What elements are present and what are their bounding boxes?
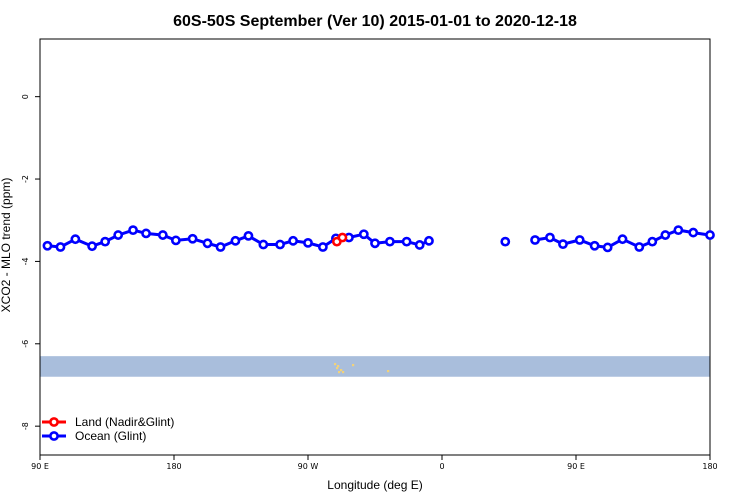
y-tick-label: -4 (21, 257, 30, 265)
ocean-data-point (384, 236, 395, 247)
x-tick-label: 90 W (298, 462, 319, 471)
y-tick-label: -8 (21, 422, 30, 430)
land-speck (342, 371, 345, 374)
ocean-data-point (215, 242, 226, 252)
ocean-data-point (303, 237, 313, 248)
ocean-data-point (602, 242, 613, 253)
ocean-data-point (70, 234, 81, 245)
land-speck (340, 369, 343, 372)
ocean-data-point (170, 235, 181, 246)
ocean-data-point (660, 230, 671, 240)
ocean-data-point (288, 235, 299, 246)
ocean-data-point (243, 230, 254, 241)
legend-ocean-marker (49, 431, 59, 441)
plot-layer: 90 E 180 90 W 0 90 E 180 0 -2 -4 -6 -8 (21, 38, 718, 471)
ocean-data-point (401, 236, 412, 247)
x-axis-label: Longitude (deg E) (327, 478, 422, 492)
y-tick-label: -2 (21, 175, 30, 183)
ocean-data-point (141, 228, 151, 239)
ocean-data-point (688, 227, 699, 238)
ocean-data-point (500, 236, 511, 247)
legend-ocean-label: Ocean (Glint) (75, 429, 146, 443)
ocean-series-line (47, 228, 430, 249)
ocean-data-point (128, 225, 138, 236)
y-tick-label: 0 (21, 94, 30, 99)
plot-frame (39, 38, 711, 456)
ocean-data-point (574, 235, 585, 245)
legend-land-marker (49, 417, 59, 427)
ocean-data-point (673, 225, 684, 236)
x-tick-label: 180 (702, 462, 717, 471)
land-speck (352, 364, 355, 367)
x-tick-label: 180 (166, 462, 181, 471)
ocean-data-point (87, 241, 98, 252)
ocean-data-point (617, 234, 628, 245)
ocean-data-point (275, 239, 285, 250)
ocean-data-point (370, 238, 380, 249)
ocean-data-point (545, 232, 555, 243)
chart-title: 60S-50S September (Ver 10) 2015-01-01 to… (173, 13, 577, 30)
ocean-data-point (647, 236, 658, 247)
ocean-data-point (358, 229, 369, 240)
x-tick-label: 0 (439, 462, 444, 471)
legend-land-label: Land (Nadir&Glint) (75, 415, 174, 429)
ocean-data-point (317, 242, 328, 252)
map-background-band (40, 356, 710, 377)
y-tick-label: -6 (21, 340, 30, 348)
ocean-data-point (634, 242, 645, 252)
legend: Land (Nadir&Glint)Ocean (Glint) (42, 415, 174, 443)
ocean-data-point (424, 235, 434, 246)
ocean-data-point (113, 230, 124, 240)
ocean-data-point (55, 242, 66, 252)
land-data-point (337, 232, 348, 243)
ocean-data-point (42, 240, 53, 251)
land-speck (337, 365, 340, 368)
ocean-data-point (558, 239, 568, 250)
ocean-data-point (530, 235, 540, 245)
ocean-data-point (157, 230, 168, 240)
ocean-data-point (230, 235, 241, 246)
ocean-data-point (705, 230, 715, 240)
ocean-data-point (258, 239, 269, 250)
x-tick-label: 90 E (567, 462, 585, 471)
land-speck (334, 363, 337, 366)
ocean-data-point (100, 236, 111, 247)
land-speck (387, 370, 390, 373)
y-axis-label: XCO2 - MLO trend (ppm) (0, 178, 13, 313)
land-speck (338, 371, 341, 374)
x-tick-label: 90 E (31, 462, 49, 471)
ocean-data-point (187, 233, 198, 244)
ocean-data-point (589, 240, 600, 251)
ocean-data-point (414, 240, 425, 250)
land-speck (336, 367, 339, 370)
ocean-data-point (202, 238, 213, 249)
